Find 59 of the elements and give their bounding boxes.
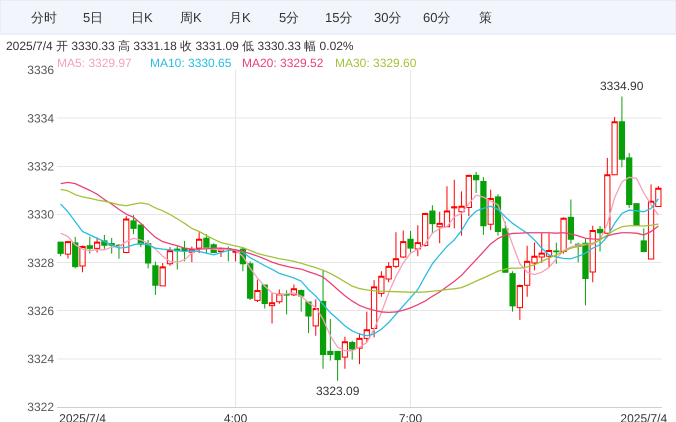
annotation: 3323.09 xyxy=(316,384,360,398)
candlestick xyxy=(568,199,574,244)
candlestick xyxy=(160,262,166,287)
candlestick xyxy=(268,292,276,324)
candlestick xyxy=(480,176,487,236)
candlestick xyxy=(86,236,93,254)
candlestick xyxy=(232,250,239,262)
candlestick xyxy=(400,230,406,258)
chart-subtitle: 2025/7/4 开 3330.33 高 3331.18 收 3331.09 低 3330.33 幅 0.02% xyxy=(6,39,354,53)
candlestick xyxy=(262,284,268,310)
y-tick-label: 3322 xyxy=(27,400,54,414)
candlestick xyxy=(472,172,480,194)
candlestick xyxy=(166,246,174,266)
candlestick xyxy=(342,336,348,370)
candlestick xyxy=(349,340,356,360)
y-tick-label: 3330 xyxy=(27,208,54,222)
text: 分时 5日 日K 周K 月K 5分 15分 30分 60分 策 xyxy=(31,10,492,25)
candlestick xyxy=(58,241,64,257)
candlestick xyxy=(276,289,282,304)
candlestick xyxy=(488,189,494,231)
text: MA5: 3329.97 xyxy=(57,56,132,70)
candlestick xyxy=(290,284,298,297)
candlestick xyxy=(509,270,516,312)
candlestick xyxy=(429,204,436,234)
line-series xyxy=(60,182,660,314)
candlestick xyxy=(64,240,72,259)
y-tick-label: 3328 xyxy=(27,256,54,270)
candlestick xyxy=(254,279,261,303)
line-series xyxy=(60,176,660,352)
y-tick-label: 3336 xyxy=(27,63,54,78)
text: MA30: 3329.60 xyxy=(335,56,417,70)
candlestick xyxy=(196,232,202,254)
candlestick xyxy=(298,289,304,312)
candlestick xyxy=(188,246,195,263)
candlestick xyxy=(123,216,130,254)
candlestick xyxy=(247,260,254,301)
candlestick xyxy=(590,225,596,283)
line-series xyxy=(60,188,660,293)
y-tick-label: 3334 xyxy=(27,111,54,126)
candlestick xyxy=(407,230,414,253)
annotation: 3334.90 xyxy=(600,79,644,93)
candlestick xyxy=(79,244,86,273)
candlestick xyxy=(640,228,647,253)
y-tick-label: 3324 xyxy=(27,352,54,366)
line-series xyxy=(60,198,660,336)
candlestick xyxy=(560,216,567,254)
candlestick xyxy=(72,236,78,269)
candlestick xyxy=(152,261,159,296)
candlestick xyxy=(312,298,319,336)
y-tick-label: 3326 xyxy=(27,304,54,318)
candlestick xyxy=(553,242,560,264)
text: MA10: 3330.65 xyxy=(150,56,232,70)
candlestick xyxy=(305,301,312,334)
candlestick xyxy=(596,225,604,252)
candlestick xyxy=(283,290,290,315)
y-tick-label: 3332 xyxy=(27,159,54,174)
candlestick xyxy=(144,239,152,269)
candlestick xyxy=(94,236,100,253)
text: MA20: 3329.52 xyxy=(242,56,324,70)
